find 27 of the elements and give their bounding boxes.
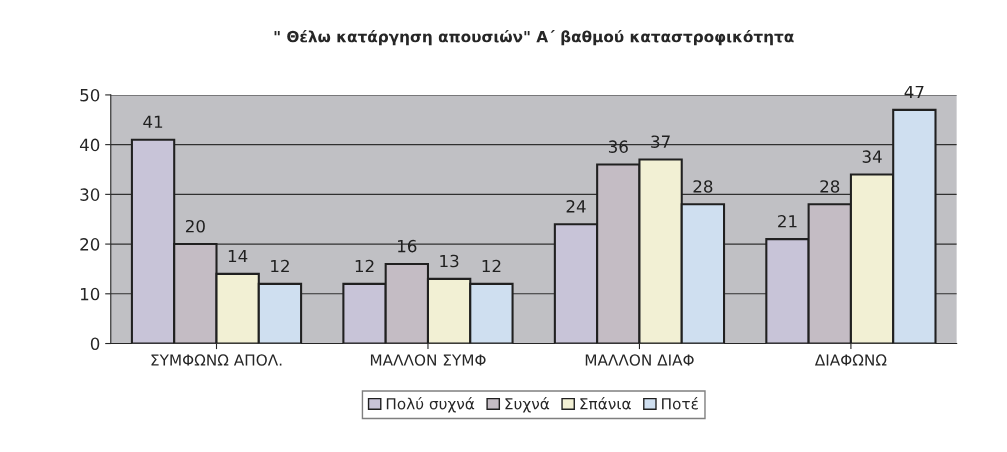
legend-label: Ποτέ (662, 397, 698, 410)
chart-title: " Θέλω κατάργηση απουσιών" Α΄ βαθμού καταστροφικότητα (274, 29, 794, 46)
x-tick-label: ΣΥΜΦΩΝΩ ΑΠΟΛ. (151, 354, 282, 366)
legend-label: Σπάνια (580, 397, 631, 410)
y-tick-label: 30 (80, 188, 100, 201)
legend-label: Συχνά (505, 397, 550, 413)
y-tick-label: 50 (80, 88, 100, 102)
y-tick-label: 0 (90, 337, 100, 351)
data-label: 12 (271, 259, 289, 273)
data-label: 20 (185, 219, 205, 233)
data-label: 34 (862, 150, 882, 163)
data-label: 24 (566, 200, 586, 213)
legend-label: Πολύ συχνά (386, 397, 475, 413)
x-tick-label: ΜΑΛΛΟΝ ΣΥΜΦ (370, 354, 486, 366)
data-label: 21 (778, 214, 797, 228)
data-label: 14 (228, 249, 248, 263)
data-label: 41 (143, 115, 163, 128)
x-tick-label: ΜΑΛΛΟΝ ΔΙΑΦ (585, 354, 694, 366)
y-tick-label: 20 (80, 238, 100, 251)
x-tick-label: ΔΙΑΦΩΝΩ (814, 354, 887, 366)
data-label: 28 (693, 180, 713, 193)
data-label: 13 (440, 254, 459, 268)
y-tick-label: 40 (79, 138, 100, 152)
data-label: 28 (820, 180, 840, 193)
data-label: 12 (355, 259, 374, 273)
data-label: 12 (482, 259, 501, 273)
y-tick-label: 10 (80, 287, 100, 301)
